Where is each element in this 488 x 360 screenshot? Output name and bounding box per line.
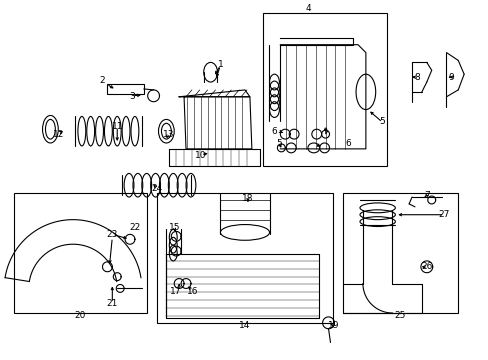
Text: 1: 1 — [217, 60, 223, 69]
Bar — [343, 193, 457, 313]
Text: 14: 14 — [239, 321, 250, 330]
Text: 19: 19 — [327, 321, 339, 330]
Text: 10: 10 — [195, 151, 206, 160]
Bar — [156, 193, 333, 323]
Text: 6: 6 — [271, 127, 277, 136]
Text: 9: 9 — [447, 73, 453, 82]
Bar — [107, 84, 143, 94]
Text: 4: 4 — [305, 4, 311, 13]
Text: 27: 27 — [438, 210, 449, 219]
Text: 25: 25 — [394, 311, 405, 320]
Text: 2: 2 — [100, 76, 105, 85]
Text: 22: 22 — [129, 223, 140, 232]
Text: 12: 12 — [53, 130, 64, 139]
Bar — [14, 193, 146, 313]
Text: 26: 26 — [420, 262, 431, 271]
Text: 24: 24 — [151, 184, 162, 193]
Text: 23: 23 — [106, 230, 118, 239]
Text: 3: 3 — [129, 92, 135, 101]
Text: 8: 8 — [413, 73, 419, 82]
Text: 20: 20 — [74, 311, 85, 320]
Bar — [262, 13, 386, 166]
Text: 16: 16 — [187, 287, 198, 296]
Text: 7: 7 — [423, 190, 429, 199]
Text: 17: 17 — [170, 287, 182, 296]
Text: 5: 5 — [276, 139, 282, 148]
Text: 13: 13 — [162, 130, 174, 139]
Text: 5: 5 — [379, 117, 385, 126]
Text: 15: 15 — [168, 223, 180, 232]
Text: 11: 11 — [111, 122, 122, 131]
Text: 6: 6 — [345, 139, 350, 148]
Text: 21: 21 — [106, 299, 118, 308]
Text: 18: 18 — [242, 194, 253, 203]
